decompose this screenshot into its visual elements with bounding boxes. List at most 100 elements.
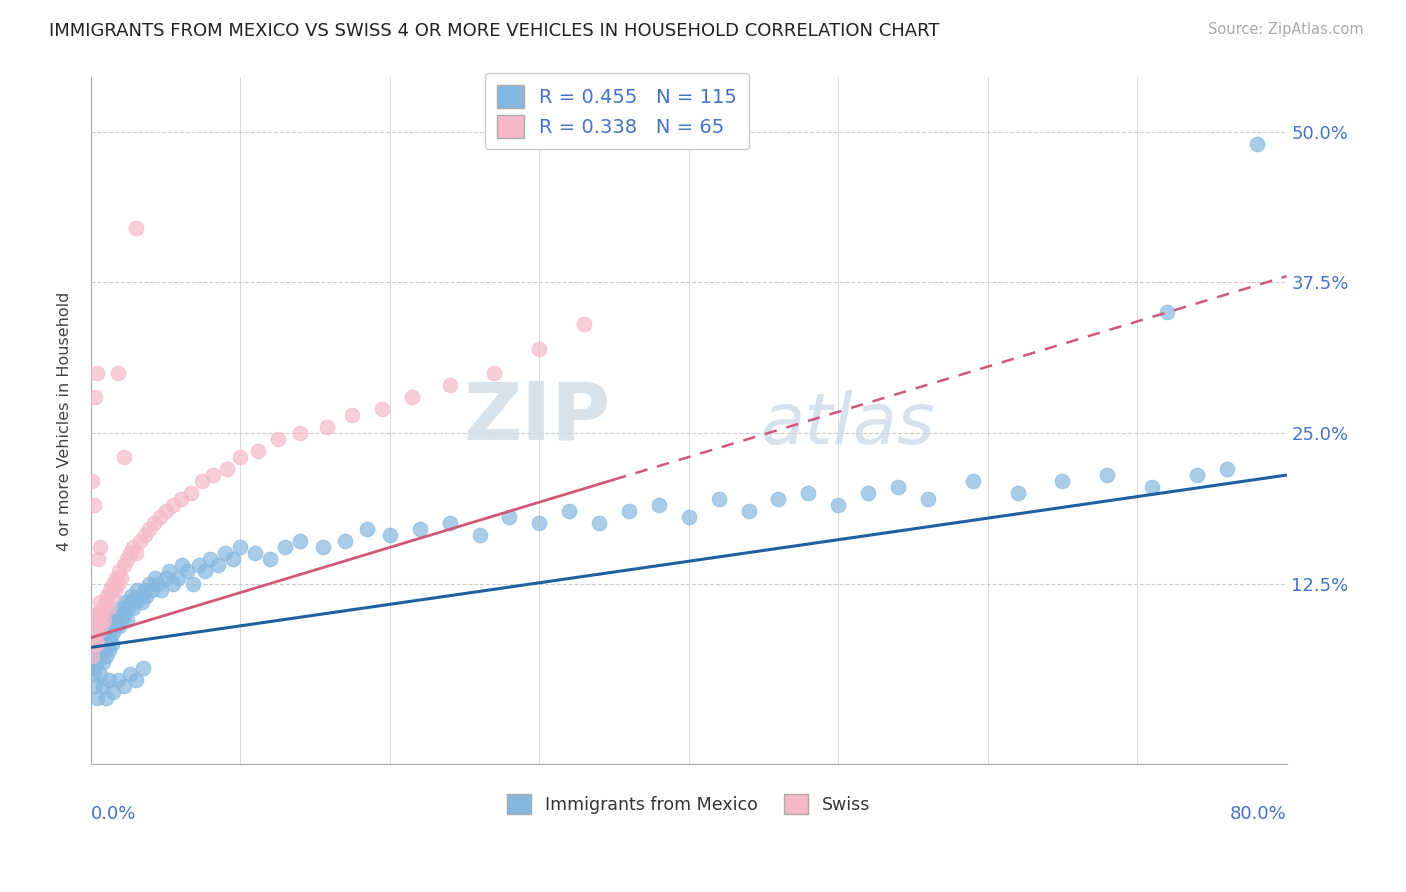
Point — [498, 510, 520, 524]
Point — [96, 618, 118, 632]
Point — [121, 600, 143, 615]
Point — [111, 613, 134, 627]
Text: atlas: atlas — [761, 390, 935, 458]
Point — [83, 642, 105, 657]
Point — [98, 631, 121, 645]
Point — [94, 691, 117, 706]
Point — [86, 366, 108, 380]
Point — [1097, 468, 1119, 483]
Point — [617, 504, 640, 518]
Point — [120, 589, 142, 603]
Point — [118, 666, 141, 681]
Point — [89, 648, 111, 663]
Point — [98, 618, 121, 632]
Point — [678, 510, 700, 524]
Point — [104, 582, 127, 597]
Point — [166, 570, 188, 584]
Point — [94, 631, 117, 645]
Point — [316, 420, 339, 434]
Legend: Immigrants from Mexico, Swiss: Immigrants from Mexico, Swiss — [501, 787, 877, 821]
Point — [356, 522, 378, 536]
Point — [138, 576, 160, 591]
Point — [558, 504, 581, 518]
Point — [648, 498, 671, 512]
Point — [439, 516, 461, 531]
Point — [89, 541, 111, 555]
Point — [229, 541, 252, 555]
Point — [371, 401, 394, 416]
Point — [87, 607, 110, 621]
Point — [135, 589, 157, 603]
Point — [1052, 474, 1074, 488]
Point — [103, 685, 125, 699]
Point — [274, 541, 297, 555]
Point — [259, 552, 281, 566]
Text: IMMIGRANTS FROM MEXICO VS SWISS 4 OR MORE VEHICLES IN HOUSEHOLD CORRELATION CHAR: IMMIGRANTS FROM MEXICO VS SWISS 4 OR MOR… — [49, 22, 939, 40]
Point — [125, 546, 148, 560]
Point — [94, 648, 117, 663]
Point — [131, 594, 153, 608]
Point — [129, 534, 152, 549]
Point — [409, 522, 432, 536]
Point — [103, 607, 125, 621]
Point — [129, 589, 152, 603]
Point — [98, 582, 121, 597]
Point — [84, 679, 107, 693]
Point — [108, 618, 131, 632]
Point — [108, 565, 131, 579]
Point — [707, 492, 730, 507]
Point — [138, 522, 160, 536]
Point — [155, 504, 177, 518]
Point — [962, 474, 984, 488]
Point — [107, 366, 129, 380]
Point — [112, 450, 135, 464]
Point — [176, 565, 198, 579]
Point — [827, 498, 849, 512]
Point — [141, 582, 163, 597]
Point — [172, 558, 194, 573]
Point — [86, 691, 108, 706]
Point — [83, 666, 105, 681]
Point — [90, 618, 112, 632]
Point — [229, 450, 252, 464]
Point — [83, 618, 105, 632]
Point — [214, 546, 236, 560]
Point — [105, 570, 128, 584]
Point — [103, 576, 125, 591]
Point — [311, 541, 333, 555]
Point — [125, 594, 148, 608]
Point — [378, 528, 401, 542]
Point — [797, 486, 820, 500]
Point — [89, 666, 111, 681]
Point — [207, 558, 229, 573]
Point — [190, 474, 212, 488]
Point — [162, 498, 184, 512]
Point — [115, 613, 138, 627]
Point — [107, 607, 129, 621]
Point — [87, 624, 110, 639]
Point — [132, 661, 155, 675]
Point — [187, 558, 209, 573]
Point — [91, 679, 114, 693]
Point — [96, 589, 118, 603]
Point — [93, 624, 115, 639]
Point — [105, 613, 128, 627]
Point — [572, 318, 595, 332]
Point — [112, 558, 135, 573]
Point — [93, 613, 115, 627]
Point — [104, 618, 127, 632]
Text: 80.0%: 80.0% — [1230, 805, 1286, 823]
Point — [86, 637, 108, 651]
Point — [87, 552, 110, 566]
Point — [112, 679, 135, 693]
Point — [215, 462, 238, 476]
Point — [90, 607, 112, 621]
Point — [84, 390, 107, 404]
Point — [101, 637, 124, 651]
Point — [180, 486, 202, 500]
Point — [1140, 480, 1163, 494]
Point — [110, 600, 132, 615]
Point — [887, 480, 910, 494]
Point — [737, 504, 759, 518]
Point — [1156, 305, 1178, 319]
